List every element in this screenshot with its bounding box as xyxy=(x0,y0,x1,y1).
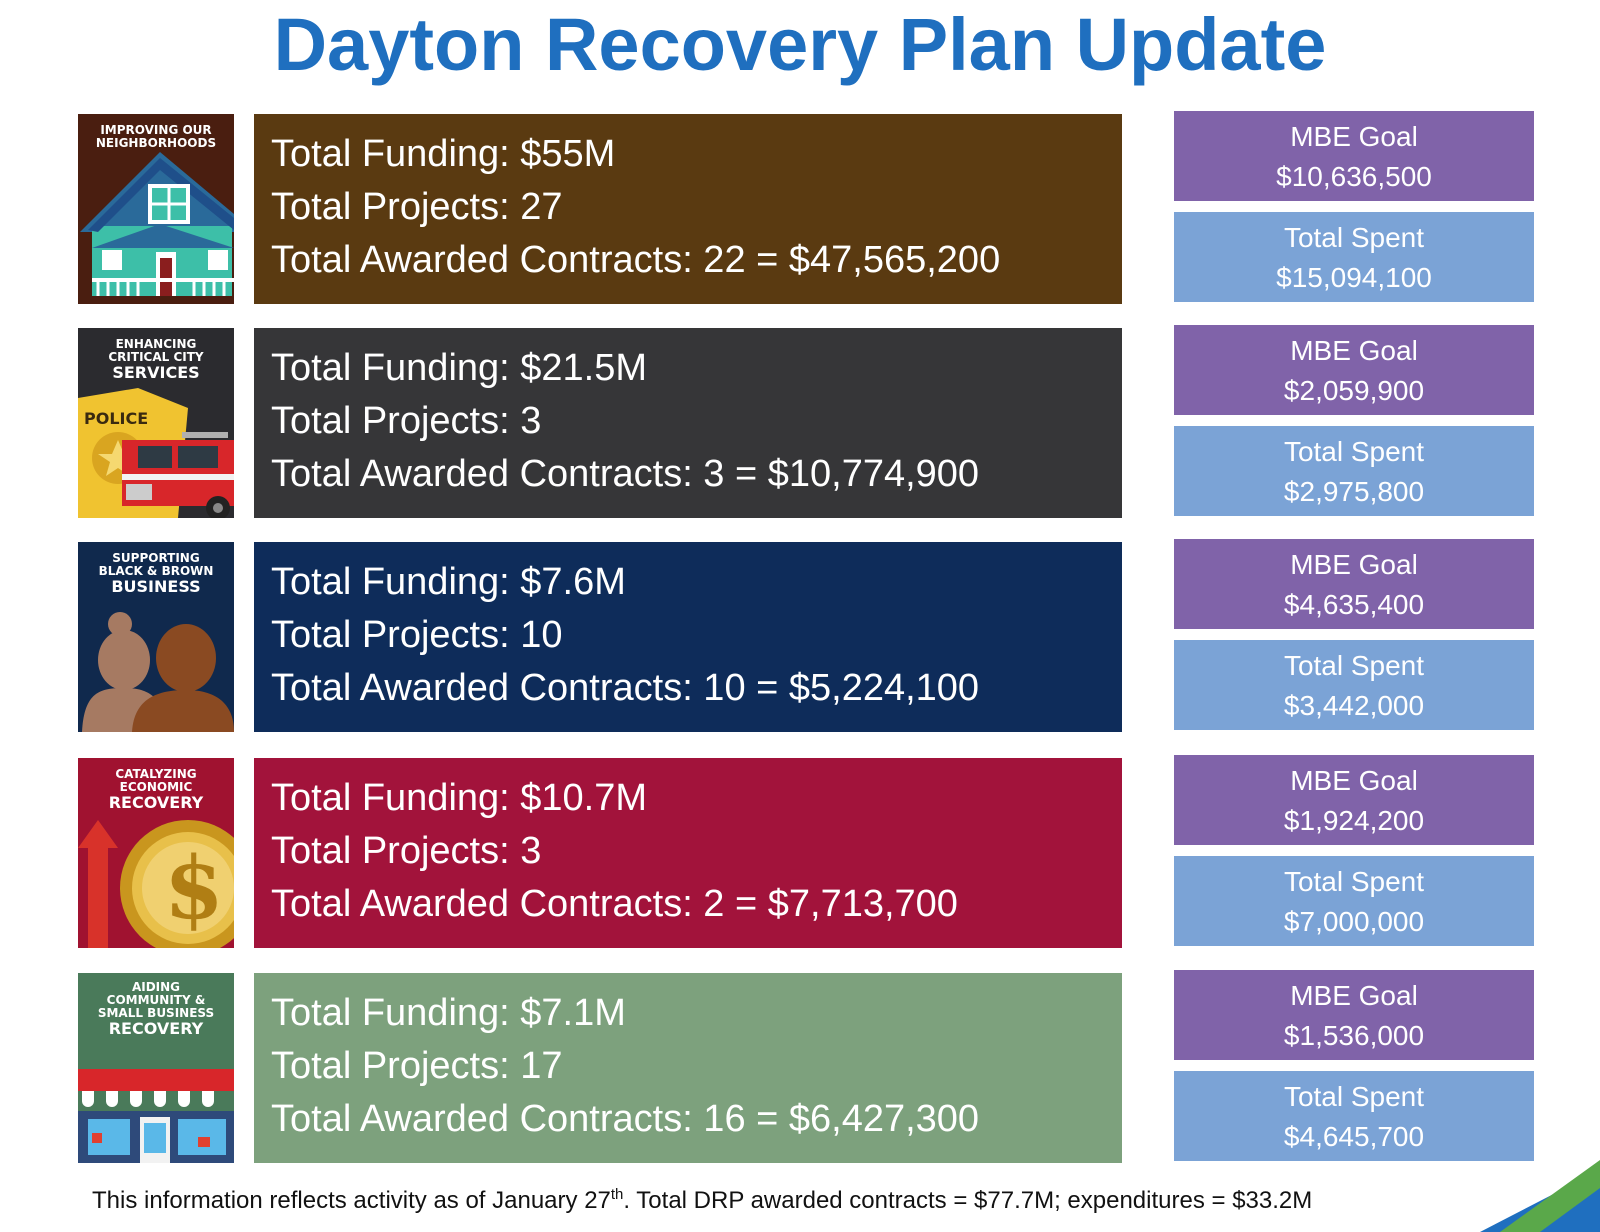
mbe-goal-box: MBE Goal $4,635,400 xyxy=(1174,539,1534,629)
total-projects: Total Projects: 17 xyxy=(271,1045,563,1087)
tile-caption-line: Supporting xyxy=(112,551,200,565)
program-row-small-business: Aiding Community & Small Business Recove… xyxy=(0,970,1600,1173)
total-spent-value: $15,094,100 xyxy=(1276,262,1432,293)
total-awarded-contracts: Total Awarded Contracts: 22 = $47,565,20… xyxy=(271,239,1001,281)
people-silhouette-icon xyxy=(82,612,234,732)
total-spent-box: Total Spent $7,000,000 xyxy=(1174,856,1534,946)
program-summary-box: Total Funding: $10.7M Total Projects: 3 … xyxy=(254,758,1122,948)
tile-caption-line: Improving our xyxy=(100,123,212,137)
total-spent-value: $2,975,800 xyxy=(1283,476,1425,507)
total-projects: Total Projects: 10 xyxy=(271,614,563,656)
program-summary-box: Total Funding: $7.1M Total Projects: 17 … xyxy=(254,973,1122,1163)
program-summary-box: Total Funding: $21.5M Total Projects: 3 … xyxy=(254,328,1122,518)
tile-caption-line: Enhancing xyxy=(115,337,197,351)
mbe-goal-label: MBE Goal xyxy=(1290,549,1418,580)
total-spent-value: $4,645,700 xyxy=(1283,1121,1425,1152)
total-awarded-contracts: Total Awarded Contracts: 16 = $6,427,300 xyxy=(271,1098,980,1140)
page-title: Dayton Recovery Plan Update xyxy=(273,3,1327,86)
total-spent-label: Total Spent xyxy=(1283,222,1425,253)
tile-caption-line: Recovery xyxy=(108,1019,204,1038)
tile-caption-line: Black & Brown xyxy=(98,564,214,578)
mbe-goal-value: $1,536,000 xyxy=(1283,1020,1425,1051)
mbe-goal-value: $4,635,400 xyxy=(1283,589,1425,620)
mbe-goal-box: MBE Goal $1,536,000 xyxy=(1174,970,1534,1060)
tile-caption-line: Economic xyxy=(119,780,193,794)
total-spent-box: Total Spent $2,975,800 xyxy=(1174,426,1534,516)
footnote-text-end: . Total DRP awarded contracts = $77.7M; … xyxy=(623,1187,1313,1214)
mbe-goal-label: MBE Goal xyxy=(1290,980,1418,1011)
mbe-goal-value: $1,924,200 xyxy=(1283,805,1425,836)
mbe-goal-label: MBE Goal xyxy=(1290,121,1418,152)
program-row-neighborhoods: Improving our Neighborhoods xyxy=(0,111,1600,314)
total-funding: Total Funding: $55M xyxy=(271,133,616,175)
mbe-goal-box: MBE Goal $10,636,500 xyxy=(1174,111,1534,201)
total-spent-box: Total Spent $4,645,700 xyxy=(1174,1071,1534,1161)
business-tile: Supporting Black & Brown Business xyxy=(78,542,234,732)
tile-caption-line: Services xyxy=(112,363,200,382)
total-funding: Total Funding: $7.6M xyxy=(271,561,626,603)
mbe-goal-value: $10,636,500 xyxy=(1276,161,1432,192)
mbe-goal-label: MBE Goal xyxy=(1290,335,1418,366)
svg-text:$: $ xyxy=(164,838,224,939)
mbe-goal-value: $2,059,900 xyxy=(1283,375,1425,406)
tile-caption-line: Aiding xyxy=(131,980,181,994)
total-funding: Total Funding: $21.5M xyxy=(271,347,648,389)
total-projects: Total Projects: 3 xyxy=(271,400,542,442)
program-row-economic-recovery: Catalyzing Economic Recovery $ Total Fun… xyxy=(0,755,1600,958)
program-row-city-services: Enhancing Critical City Services POLICE … xyxy=(0,325,1600,528)
total-projects: Total Projects: 27 xyxy=(271,186,563,228)
tile-caption-line: Critical City xyxy=(108,350,204,364)
total-spent-value: $3,442,000 xyxy=(1283,690,1425,721)
total-spent-label: Total Spent xyxy=(1283,866,1425,897)
total-spent-label: Total Spent xyxy=(1283,436,1425,467)
tile-caption-line: Neighborhoods xyxy=(95,136,217,150)
total-funding: Total Funding: $10.7M xyxy=(271,777,648,819)
storefront-icon xyxy=(78,1069,234,1163)
total-awarded-contracts: Total Awarded Contracts: 10 = $5,224,100 xyxy=(271,667,980,709)
police-firetruck-icon: POLICE xyxy=(78,388,234,518)
house-icon xyxy=(80,152,234,296)
small-business-tile: Aiding Community & Small Business Recove… xyxy=(78,973,234,1163)
police-badge-label: POLICE xyxy=(84,409,148,428)
corner-swoosh-decoration xyxy=(1480,1160,1600,1232)
tile-caption-line: Catalyzing xyxy=(115,767,197,781)
program-summary-box: Total Funding: $55M Total Projects: 27 T… xyxy=(254,114,1122,304)
total-projects: Total Projects: 3 xyxy=(271,830,542,872)
city-services-tile: Enhancing Critical City Services POLICE xyxy=(78,328,234,518)
footnote-superscript: th xyxy=(610,1186,624,1203)
footnote-text: This information reflects activity as of… xyxy=(92,1187,611,1214)
total-funding: Total Funding: $7.1M xyxy=(271,992,626,1034)
mbe-goal-box: MBE Goal $2,059,900 xyxy=(1174,325,1534,415)
tile-caption-line: Recovery xyxy=(108,793,204,812)
footnote: This information reflects activity as of… xyxy=(92,1186,1312,1215)
tile-caption-line: Small Business xyxy=(97,1006,215,1020)
total-spent-value: $7,000,000 xyxy=(1283,906,1425,937)
program-summary-box: Total Funding: $7.6M Total Projects: 10 … xyxy=(254,542,1122,732)
program-row-business: Supporting Black & Brown Business Total … xyxy=(0,539,1600,742)
total-spent-label: Total Spent xyxy=(1283,1081,1425,1112)
tile-caption-line: Business xyxy=(111,577,201,596)
total-awarded-contracts: Total Awarded Contracts: 2 = $7,713,700 xyxy=(271,883,958,925)
total-spent-box: Total Spent $3,442,000 xyxy=(1174,640,1534,730)
total-spent-label: Total Spent xyxy=(1283,650,1425,681)
total-awarded-contracts: Total Awarded Contracts: 3 = $10,774,900 xyxy=(271,453,980,495)
mbe-goal-label: MBE Goal xyxy=(1290,765,1418,796)
mbe-goal-box: MBE Goal $1,924,200 xyxy=(1174,755,1534,845)
dollar-coin-icon: $ xyxy=(78,820,234,948)
neighborhoods-tile: Improving our Neighborhoods xyxy=(78,114,234,304)
total-spent-box: Total Spent $15,094,100 xyxy=(1174,212,1534,302)
tile-caption-line: Community & xyxy=(106,993,206,1007)
economic-recovery-tile: Catalyzing Economic Recovery $ xyxy=(78,758,234,948)
